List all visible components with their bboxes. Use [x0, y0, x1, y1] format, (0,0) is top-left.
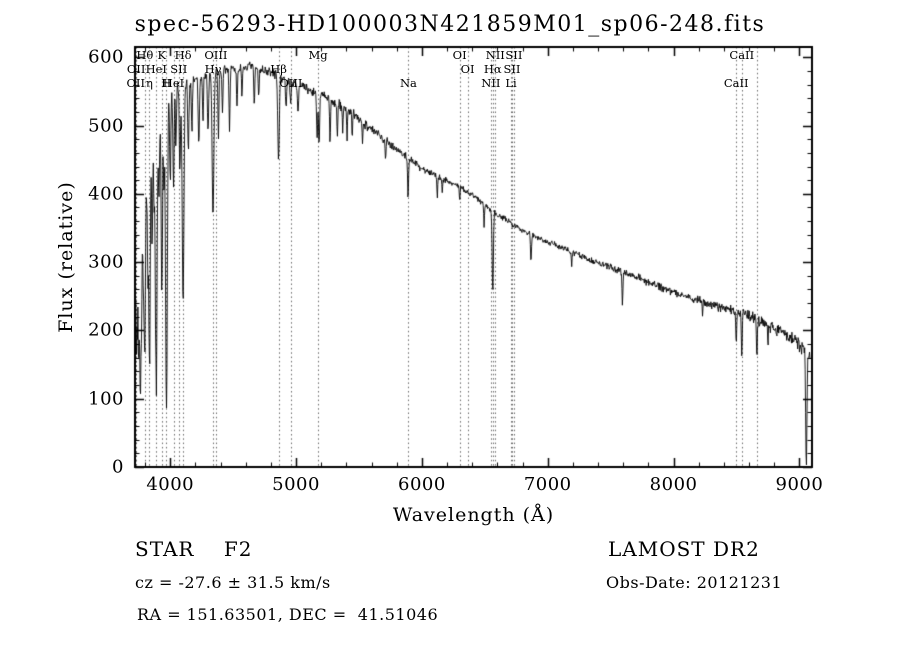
- x-tick-label: 4000: [146, 474, 195, 495]
- x-axis-label: Wavelength (Å): [392, 504, 555, 526]
- spectral-line-label: Hδ: [174, 48, 192, 62]
- spectral-line-label: SII: [170, 62, 188, 76]
- spectral-line-label: Na: [399, 76, 417, 90]
- object-class-label: STAR F2: [135, 537, 253, 561]
- spectral-line-label: Hγ: [204, 62, 222, 76]
- x-tick-label: 7000: [523, 474, 572, 495]
- y-axis-label: Flux (relative): [55, 181, 77, 333]
- spectral-line-label: CaII: [729, 48, 755, 62]
- spectral-line-label: CaII: [723, 76, 749, 90]
- spectral-line-label: HeI: [162, 76, 185, 90]
- spectral-line-label: Hα: [483, 62, 502, 76]
- spectral-line-label: η: [146, 76, 153, 90]
- spectral-line-label: Hβ: [270, 62, 287, 76]
- y-tick-label: 400: [88, 183, 124, 205]
- spectral-line-label: Mg: [308, 48, 328, 62]
- y-tick-label: 100: [88, 388, 124, 410]
- spectral-line-label: OI: [452, 48, 467, 62]
- spectral-line-label: Hθ: [136, 48, 154, 62]
- y-tick-label: 500: [88, 115, 124, 137]
- y-tick-label: 600: [88, 46, 124, 68]
- obs-date: Obs-Date: 20121231: [606, 573, 783, 592]
- spectral-line-label: HeI: [145, 62, 167, 76]
- spectral-line-label: K: [157, 48, 167, 62]
- spectral-line-label: Li: [505, 76, 517, 90]
- y-tick-label: 0: [112, 456, 124, 478]
- spectral-line-label: SII: [505, 48, 523, 62]
- spectral-line-label: OII: [126, 76, 146, 90]
- spectral-line-label: NII: [485, 48, 505, 62]
- spectral-line-label: OI: [460, 62, 475, 76]
- spectral-line-label: OIII: [279, 76, 303, 90]
- x-tick-label: 9000: [775, 474, 824, 495]
- x-tick-label: 8000: [649, 474, 698, 495]
- spectral-line-label: SII: [503, 62, 521, 76]
- y-tick-label: 300: [88, 251, 124, 273]
- spectral-line-label: NII: [481, 76, 501, 90]
- survey-label: LAMOST DR2: [608, 537, 760, 561]
- x-tick-label: 6000: [398, 474, 446, 495]
- spectral-line-label: OIII: [204, 48, 228, 62]
- x-tick-label: 5000: [272, 474, 320, 495]
- ra-dec-coords: RA = 151.63501, DEC = 41.51046: [137, 605, 439, 624]
- cz-value: cz = -27.6 ± 31.5 km/s: [135, 573, 331, 592]
- spectral-line-label: OII: [126, 62, 146, 76]
- plot-title: spec-56293-HD100003N421859M01_sp06-248.f…: [134, 12, 766, 37]
- y-tick-label: 200: [88, 319, 124, 341]
- spectral-line-label: H: [161, 76, 172, 90]
